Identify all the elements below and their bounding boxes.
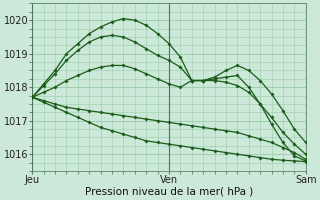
X-axis label: Pression niveau de la mer( hPa ): Pression niveau de la mer( hPa ) bbox=[85, 187, 253, 197]
